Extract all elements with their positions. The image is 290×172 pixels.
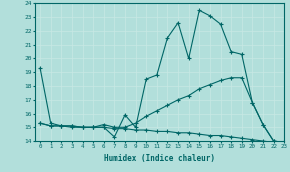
X-axis label: Humidex (Indice chaleur): Humidex (Indice chaleur) bbox=[104, 154, 215, 163]
